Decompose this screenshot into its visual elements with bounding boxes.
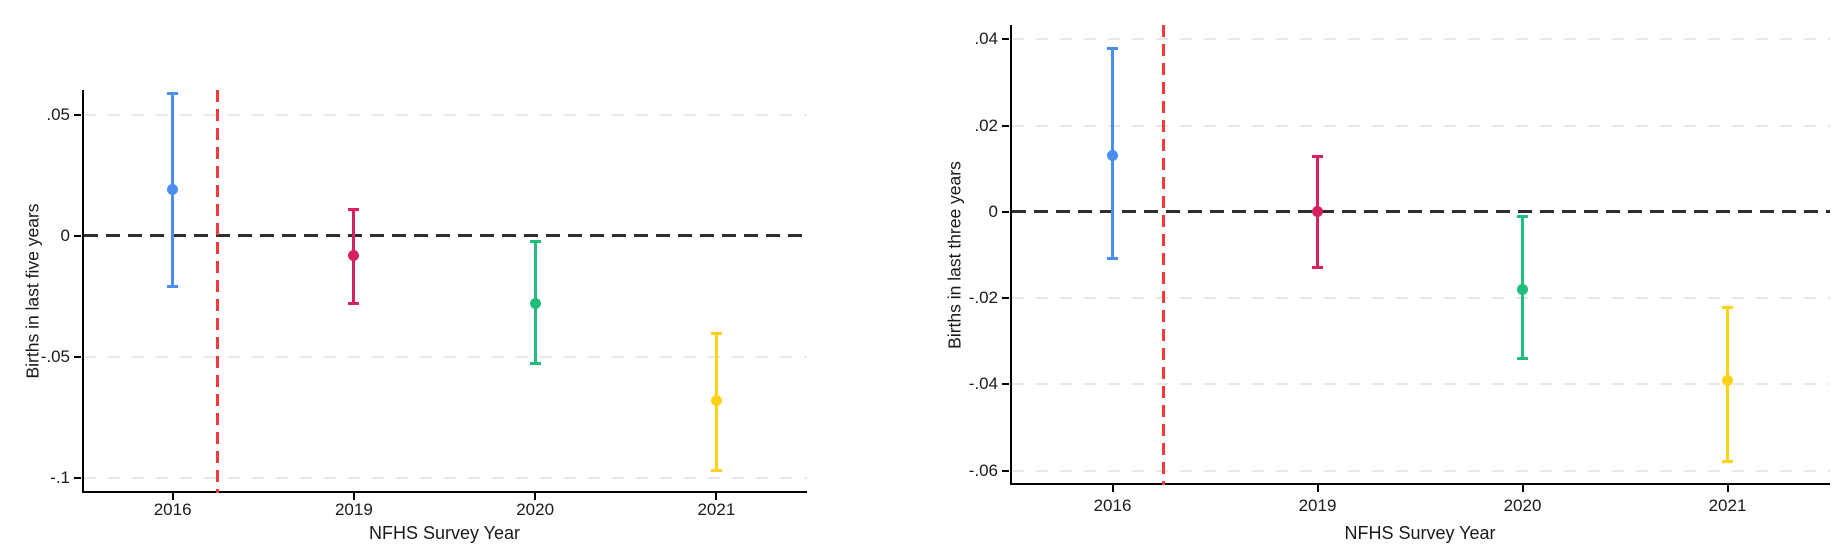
ci-cap-top xyxy=(1107,46,1118,50)
ci-cap-bottom xyxy=(1312,265,1323,269)
x-tick-label: 2016 xyxy=(153,500,192,519)
y-tick-mark xyxy=(74,234,81,237)
y-tick-mark xyxy=(1002,124,1009,127)
gridline xyxy=(1012,297,1830,300)
ci-cap-top xyxy=(1312,154,1323,158)
x-tick-label: 2016 xyxy=(1093,496,1132,515)
x-tick-label: 2020 xyxy=(516,500,555,519)
y-tick-label: .04 xyxy=(974,29,998,49)
x-tick-mark xyxy=(715,493,718,500)
ci-cap-bottom xyxy=(348,301,360,305)
ci-cap-bottom xyxy=(1107,257,1118,261)
y-tick-label: .05 xyxy=(46,104,70,124)
ci-cap-bottom xyxy=(529,362,541,366)
y-tick-mark xyxy=(1002,210,1009,213)
x-tick-label: 2021 xyxy=(697,500,736,519)
y-tick-label: -.02 xyxy=(968,288,998,308)
ci-cap-bottom xyxy=(167,284,179,288)
y-tick-label: 0 xyxy=(988,201,998,221)
plot-area xyxy=(1010,25,1830,485)
y-tick-label: -.06 xyxy=(968,460,998,480)
ci-cap-top xyxy=(1722,305,1733,309)
gridline xyxy=(1012,124,1830,127)
gridline xyxy=(1012,38,1830,41)
zero-reference-line xyxy=(84,234,807,238)
x-axis-title-left: NFHS Survey Year xyxy=(368,523,521,543)
x-tick-mark xyxy=(1316,485,1319,492)
gridline xyxy=(84,355,807,358)
point-estimate-marker xyxy=(167,184,179,196)
y-tick-label: 0 xyxy=(60,225,70,245)
treatment-vline xyxy=(216,90,220,493)
y-tick-label: -.05 xyxy=(40,346,70,366)
x-tick-mark xyxy=(1726,485,1729,492)
x-tick-label: 2021 xyxy=(1708,496,1747,515)
ci-cap-top xyxy=(167,92,179,96)
point-estimate-marker xyxy=(529,298,541,310)
ci-cap-top xyxy=(710,331,722,335)
gridline xyxy=(1012,383,1830,386)
x-tick-label: 2019 xyxy=(1298,496,1337,515)
point-estimate-marker xyxy=(1107,150,1118,162)
point-estimate-marker xyxy=(1517,284,1528,296)
treatment-vline xyxy=(1162,25,1166,485)
y-tick-mark xyxy=(1002,38,1009,41)
point-estimate-marker xyxy=(348,249,360,261)
point-estimate-marker xyxy=(710,395,722,407)
ci-cap-bottom xyxy=(1517,356,1528,360)
point-estimate-marker xyxy=(1722,374,1733,386)
y-tick-label: .02 xyxy=(974,115,998,135)
ci-cap-bottom xyxy=(710,468,722,472)
y-tick-mark xyxy=(1002,297,1009,300)
y-axis-title-right: Births in last three years xyxy=(944,161,965,349)
y-tick-label: -.1 xyxy=(50,467,70,487)
ci-cap-bottom xyxy=(1722,460,1733,464)
zero-reference-line xyxy=(1012,210,1830,214)
plot-area xyxy=(82,90,807,493)
x-tick-label: 2020 xyxy=(1503,496,1542,515)
y-tick-label: -.04 xyxy=(968,374,998,394)
x-tick-mark xyxy=(1111,485,1114,492)
point-estimate-marker xyxy=(1312,206,1323,218)
ci-cap-top xyxy=(529,239,541,243)
y-tick-mark xyxy=(1002,383,1009,386)
x-tick-mark xyxy=(534,493,537,500)
x-axis-title-right: NFHS Survey Year xyxy=(1344,523,1496,543)
y-tick-mark xyxy=(1002,469,1009,472)
gridline xyxy=(84,476,807,479)
x-tick-mark xyxy=(171,493,174,500)
y-tick-mark xyxy=(74,355,81,358)
x-tick-mark xyxy=(1521,485,1524,492)
x-tick-mark xyxy=(352,493,355,500)
y-tick-mark xyxy=(74,476,81,479)
gridline xyxy=(84,113,807,116)
gridline xyxy=(1012,469,1830,472)
y-tick-mark xyxy=(74,113,81,116)
x-tick-label: 2019 xyxy=(334,500,373,519)
ci-cap-top xyxy=(1517,215,1528,219)
ci-cap-top xyxy=(348,208,360,212)
